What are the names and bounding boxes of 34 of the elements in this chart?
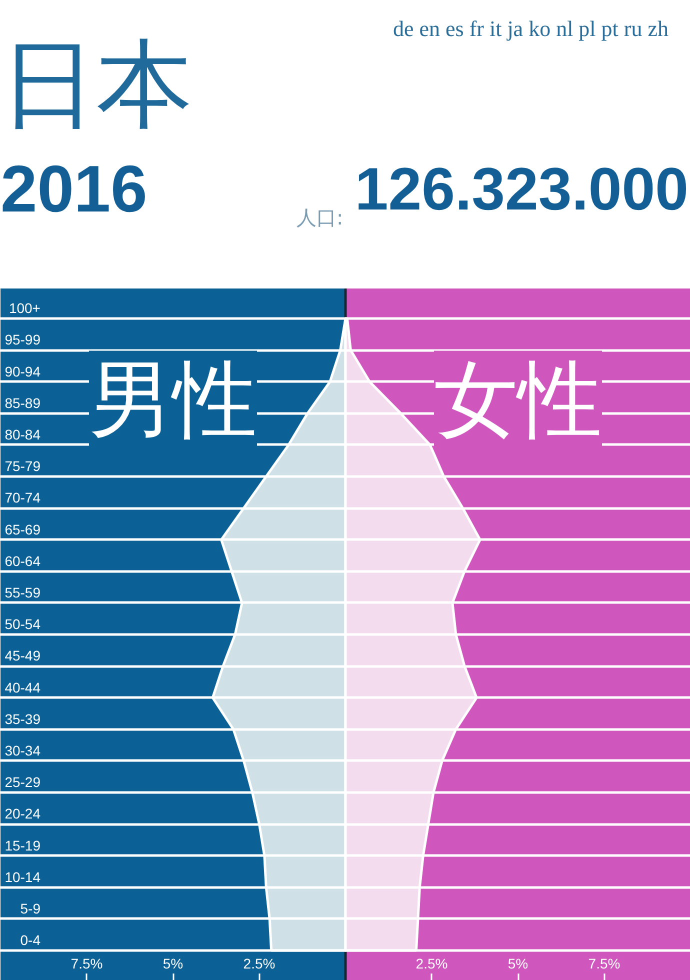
y-tick-label: 60-64 xyxy=(4,552,41,569)
text: 126.323.000 xyxy=(354,156,689,222)
y-tick-label: 5-9 xyxy=(20,900,41,916)
y-tick-label: 40-44 xyxy=(4,679,41,696)
y-tick-label: 35-39 xyxy=(4,710,41,727)
y-tick-label: 15-19 xyxy=(4,837,41,854)
series-label: 女性 xyxy=(434,350,602,449)
y-tick-label: 50-54 xyxy=(4,616,41,632)
text: 人口: xyxy=(296,206,344,230)
y-tick-label: 85-89 xyxy=(4,394,41,411)
x-tick-label: 2.5% xyxy=(243,956,276,972)
y-tick-label: 55-59 xyxy=(4,584,41,600)
y-tick-label: 45-49 xyxy=(4,648,41,664)
x-tick-label: 7.5% xyxy=(588,956,620,972)
y-tick-label: 65-69 xyxy=(4,521,41,538)
y-tick-label: 90-94 xyxy=(4,363,41,380)
y-tick-label: 25-29 xyxy=(4,774,41,790)
x-tick-label: 7.5% xyxy=(70,956,103,972)
y-tick-label: 30-34 xyxy=(4,742,41,758)
y-tick-label: 0-4 xyxy=(20,932,41,948)
y-tick-label: 10-14 xyxy=(4,868,41,885)
chart-subtitle: 2016 xyxy=(0,152,148,226)
y-tick-label: 95-99 xyxy=(4,332,41,348)
y-tick-label: 100+ xyxy=(8,300,41,316)
y-tick-label: 70-74 xyxy=(4,490,41,506)
y-tick-label: 75-79 xyxy=(4,458,41,474)
x-tick-label: 5% xyxy=(508,956,528,972)
x-tick-label: 5% xyxy=(162,956,184,972)
x-tick-label: 2.5% xyxy=(416,956,448,972)
y-tick-label: 80-84 xyxy=(4,426,41,442)
chart-title: 日本 xyxy=(0,28,192,140)
text: de en es fr it ja ko nl pl pt ru zh xyxy=(392,16,669,41)
series-label: 男性 xyxy=(89,350,257,449)
y-tick-label: 20-24 xyxy=(4,806,41,822)
